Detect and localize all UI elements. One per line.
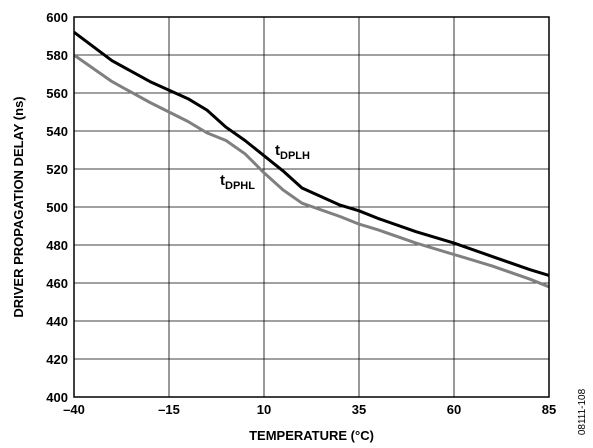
x-tick-label: 10 xyxy=(257,402,271,417)
x-tick-labels: –40 –15 10 35 60 85 xyxy=(63,402,556,417)
y-tick-label: 460 xyxy=(46,276,68,291)
y-tick-label: 520 xyxy=(46,162,68,177)
series-label-tdplh: tDPLH xyxy=(275,142,310,162)
y-axis-title: DRIVER PROPAGATION DELAY (ns) xyxy=(11,96,26,317)
x-tick-label: 60 xyxy=(447,402,461,417)
x-tick-label: 35 xyxy=(352,402,366,417)
y-tick-label: 560 xyxy=(46,86,68,101)
x-tick-label: 85 xyxy=(542,402,556,417)
series-lines xyxy=(74,32,549,287)
figure-id: 08111-108 xyxy=(577,388,588,435)
y-tick-label: 580 xyxy=(46,48,68,63)
y-tick-label: 400 xyxy=(46,390,68,405)
y-tick-label: 440 xyxy=(46,314,68,329)
x-tick-label: –15 xyxy=(158,402,180,417)
y-tick-label: 600 xyxy=(46,10,68,25)
x-axis-title: TEMPERATURE (°C) xyxy=(249,428,374,443)
y-tick-label: 420 xyxy=(46,352,68,367)
series-line-tdplh xyxy=(74,32,549,275)
y-tick-label: 500 xyxy=(46,200,68,215)
y-tick-label: 540 xyxy=(46,124,68,139)
y-tick-label: 480 xyxy=(46,238,68,253)
y-tick-labels: 400 420 440 460 480 500 520 540 560 580 600 xyxy=(46,10,68,405)
series-label-tdphl: tDPHL xyxy=(220,172,255,192)
